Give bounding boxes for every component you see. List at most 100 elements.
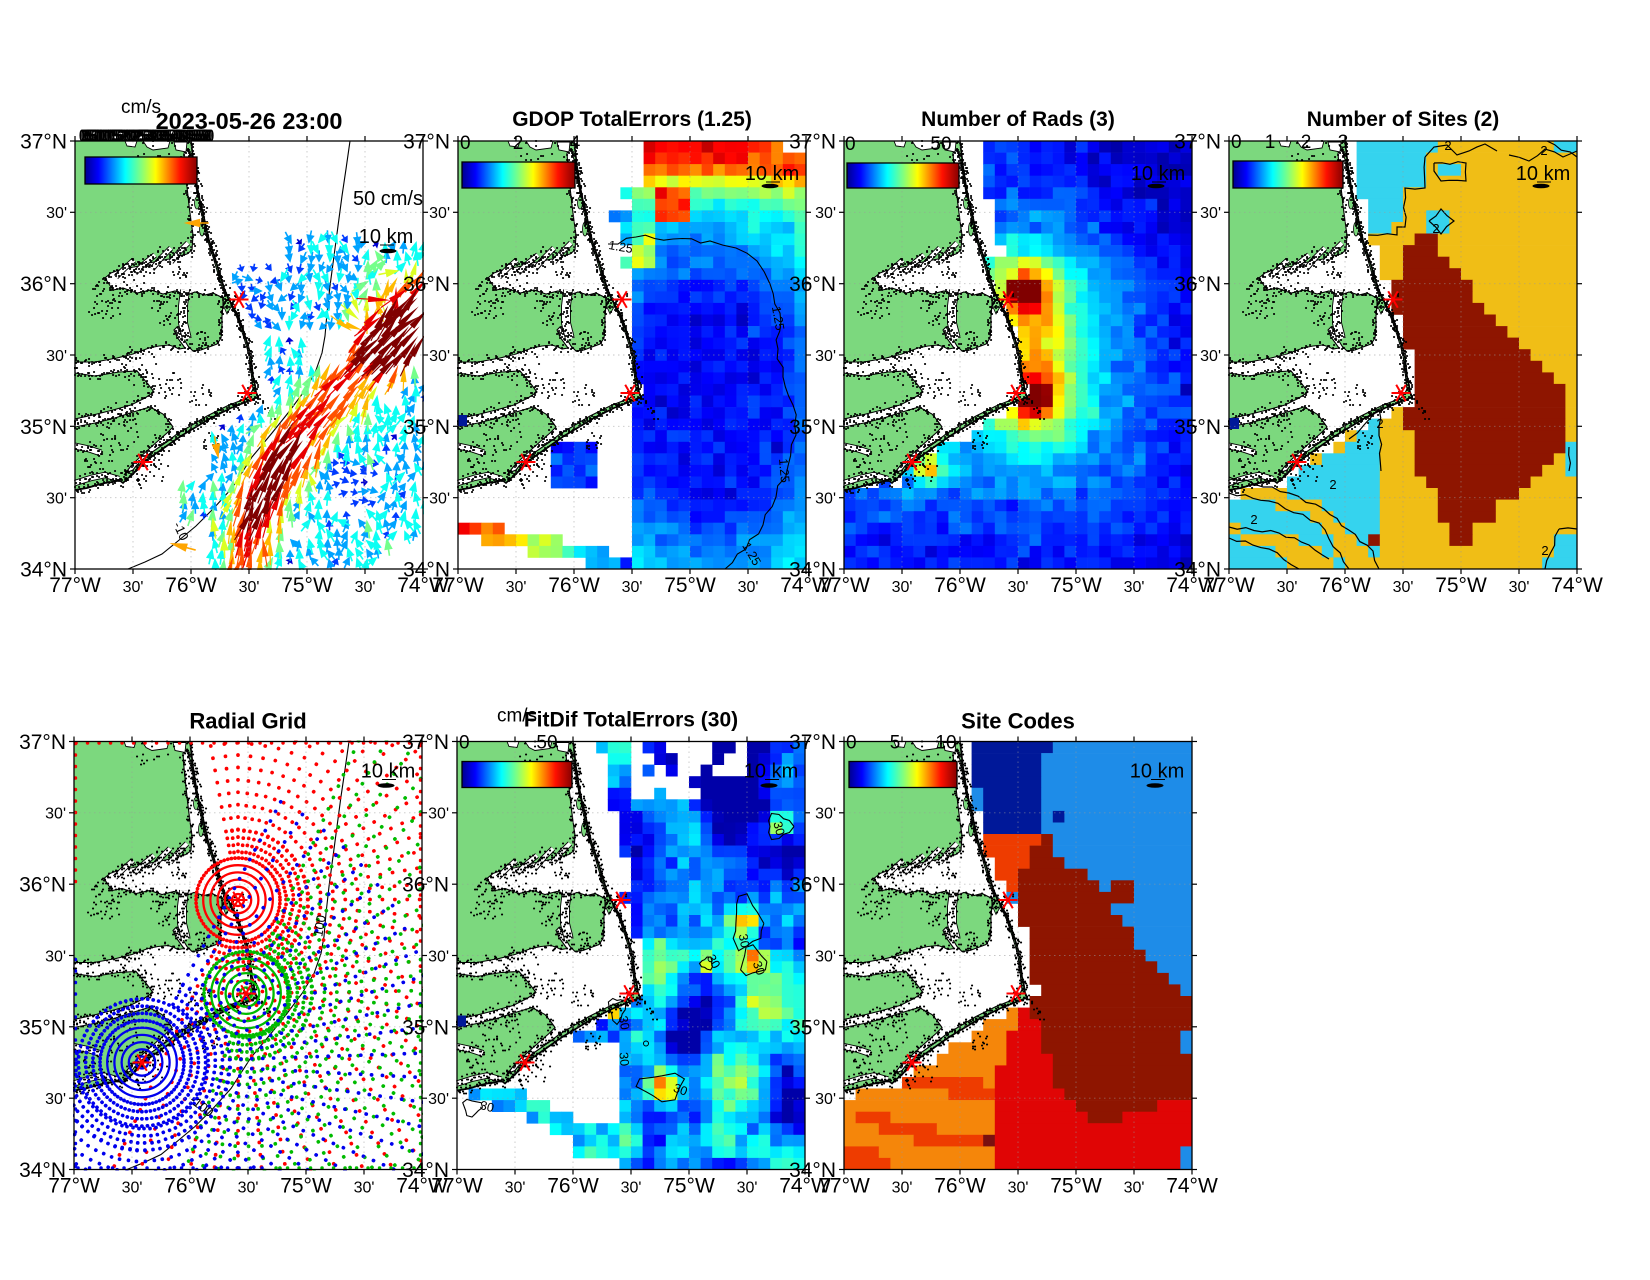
svg-text:30': 30'	[45, 948, 66, 965]
svg-text:1: 1	[1265, 132, 1276, 153]
svg-text:30': 30'	[738, 579, 759, 596]
svg-text:30': 30'	[892, 1180, 913, 1197]
svg-text:30': 30'	[1200, 490, 1221, 507]
svg-text:36°N: 36°N	[20, 273, 67, 296]
svg-text:30': 30'	[429, 490, 450, 507]
svg-text:74°W: 74°W	[780, 574, 832, 597]
svg-text:34°N: 34°N	[1174, 559, 1221, 582]
svg-text:36°N: 36°N	[789, 273, 836, 296]
svg-text:76°W: 76°W	[164, 1175, 216, 1198]
svg-text:34°N: 34°N	[20, 559, 67, 582]
svg-text:35°N: 35°N	[403, 416, 450, 439]
svg-text:30': 30'	[815, 205, 836, 222]
svg-text:30': 30'	[1008, 1180, 1029, 1197]
svg-text:77°W: 77°W	[432, 574, 484, 597]
svg-text:36°N: 36°N	[789, 874, 836, 897]
svg-text:0: 0	[845, 134, 856, 155]
svg-text:76°W: 76°W	[934, 1175, 986, 1198]
svg-text:1.25: 1.25	[769, 305, 787, 331]
svg-text:77°W: 77°W	[431, 1175, 483, 1198]
svg-text:37°N: 37°N	[789, 731, 836, 754]
svg-text:74°W: 74°W	[396, 1175, 448, 1198]
svg-text:30': 30'	[815, 948, 836, 965]
svg-text:30': 30'	[46, 490, 67, 507]
svg-text:77°W: 77°W	[1203, 574, 1255, 597]
svg-text:35°N: 35°N	[19, 1016, 66, 1039]
svg-text:37°N: 37°N	[403, 131, 450, 154]
svg-text:50: 50	[930, 134, 951, 155]
svg-text:30': 30'	[1124, 579, 1145, 596]
svg-text:05101520253035404550: 05101520253035404550	[84, 126, 214, 146]
svg-text:30': 30'	[815, 348, 836, 365]
svg-text:05101520253035404550: 05101520253035404550	[81, 126, 211, 146]
svg-text:cm/s: cm/s	[121, 97, 161, 118]
svg-text:37°N: 37°N	[20, 131, 67, 154]
svg-text:74°W: 74°W	[779, 1175, 831, 1198]
svg-text:30': 30'	[238, 1180, 259, 1197]
svg-text:30': 30'	[1509, 579, 1530, 596]
svg-text:75°W: 75°W	[664, 574, 716, 597]
svg-text:30: 30	[704, 952, 723, 971]
svg-text:10 km: 10 km	[361, 761, 415, 783]
svg-text:30': 30'	[1277, 579, 1298, 596]
svg-text:50 cm/s: 50 cm/s	[353, 188, 423, 210]
svg-text:76°W: 76°W	[548, 574, 600, 597]
svg-text:30': 30'	[429, 205, 450, 222]
svg-text:0: 0	[1231, 132, 1242, 153]
svg-text:75°W: 75°W	[281, 574, 333, 597]
svg-text:34°N: 34°N	[403, 559, 450, 582]
svg-text:-10: -10	[170, 519, 192, 542]
svg-text:74°W: 74°W	[397, 574, 449, 597]
svg-text:36°N: 36°N	[19, 874, 66, 897]
svg-text:05101520253035404550: 05101520253035404550	[82, 126, 212, 146]
svg-text:37°N: 37°N	[789, 131, 836, 154]
svg-text:30: 30	[736, 933, 752, 949]
svg-text:Number of Sites (2): Number of Sites (2)	[1307, 108, 1500, 131]
svg-text:1.25: 1.25	[607, 238, 633, 256]
svg-text:2: 2	[513, 133, 524, 154]
svg-text:30': 30'	[505, 1180, 526, 1197]
svg-text:2: 2	[1444, 138, 1451, 153]
svg-text:10 km: 10 km	[359, 226, 413, 248]
svg-text:76°W: 76°W	[165, 574, 217, 597]
svg-text:35°N: 35°N	[20, 416, 67, 439]
svg-text:30': 30'	[815, 490, 836, 507]
svg-text:30: 30	[750, 959, 768, 977]
svg-text:30': 30'	[45, 806, 66, 823]
svg-text:30': 30'	[46, 205, 67, 222]
svg-text:Radial Grid: Radial Grid	[189, 709, 306, 734]
svg-text:76°W: 76°W	[1319, 574, 1371, 597]
svg-text:30': 30'	[429, 348, 450, 365]
svg-text:30': 30'	[239, 579, 260, 596]
svg-text:35°N: 35°N	[1174, 416, 1221, 439]
svg-text:2: 2	[1540, 143, 1547, 158]
svg-text:Site Codes: Site Codes	[961, 709, 1075, 734]
svg-text:75°W: 75°W	[1050, 1175, 1102, 1198]
svg-text:3: 3	[1338, 132, 1349, 153]
svg-text:76°W: 76°W	[547, 1175, 599, 1198]
svg-text:2: 2	[1541, 543, 1548, 558]
svg-text:2: 2	[1250, 512, 1257, 527]
svg-text:30': 30'	[815, 806, 836, 823]
svg-text:GDOP TotalErrors (1.25): GDOP TotalErrors (1.25)	[512, 108, 752, 131]
svg-text:74°W: 74°W	[1166, 1175, 1218, 1198]
svg-text:36°N: 36°N	[402, 874, 449, 897]
svg-text:30': 30'	[123, 579, 144, 596]
svg-text:5: 5	[890, 733, 901, 754]
svg-text:30': 30'	[1008, 579, 1029, 596]
svg-text:30: 30	[671, 1081, 689, 1099]
svg-text:30': 30'	[46, 348, 67, 365]
svg-text:4: 4	[570, 133, 581, 154]
svg-text:74°W: 74°W	[1166, 574, 1218, 597]
svg-text:30: 30	[479, 1098, 496, 1115]
svg-text:37°N: 37°N	[19, 731, 66, 754]
svg-text:30': 30'	[1393, 579, 1414, 596]
svg-text:30': 30'	[737, 1180, 758, 1197]
svg-text:34°N: 34°N	[19, 1159, 66, 1182]
svg-text:Number of Rads (3): Number of Rads (3)	[921, 108, 1115, 131]
svg-text:30': 30'	[815, 1091, 836, 1108]
svg-text:0: 0	[459, 733, 470, 754]
svg-text:35°N: 35°N	[789, 1016, 836, 1039]
svg-text:30': 30'	[428, 1091, 449, 1108]
svg-text:35°N: 35°N	[402, 1016, 449, 1039]
